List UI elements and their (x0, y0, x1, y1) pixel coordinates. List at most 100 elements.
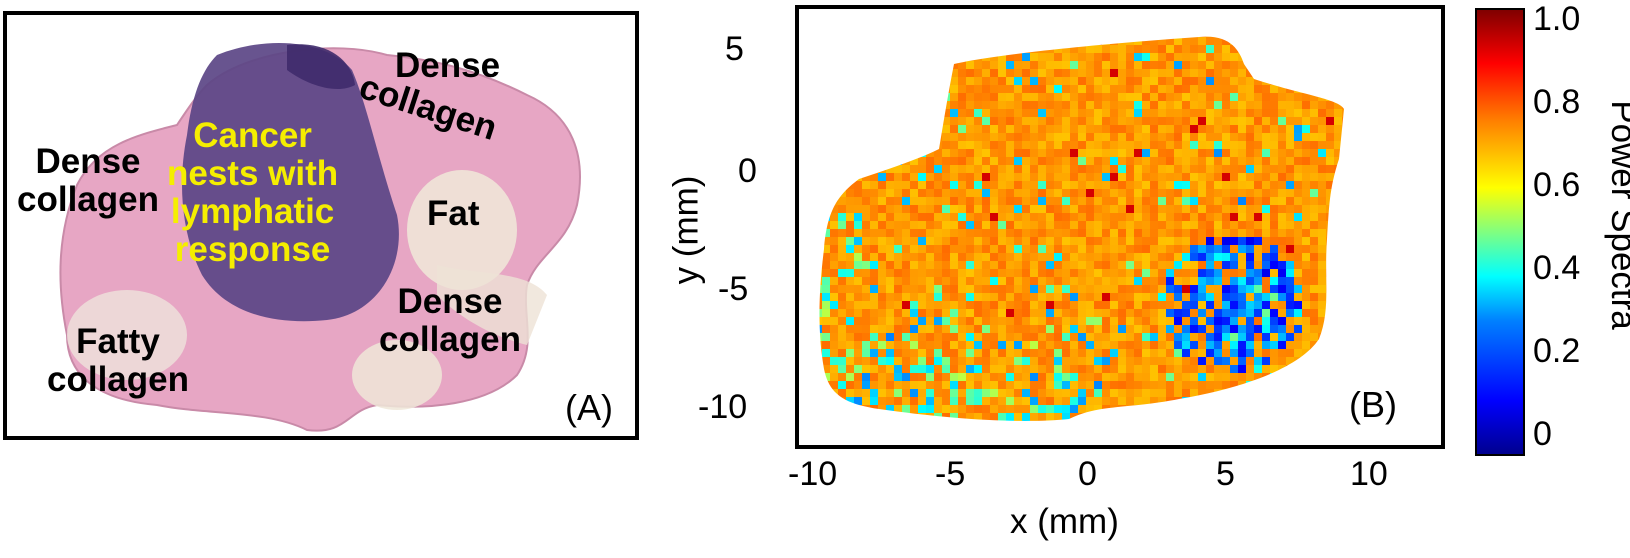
heatmap-cell (1166, 213, 1174, 221)
heatmap-cell (894, 421, 902, 429)
heatmap-cell (1118, 53, 1126, 61)
heatmap-cell (894, 301, 902, 309)
heatmap-cell (1134, 93, 1142, 101)
heatmap-cell (838, 93, 846, 101)
heatmap-cell (1262, 221, 1270, 229)
heatmap-cell (870, 85, 878, 93)
heatmap-cell (918, 77, 926, 85)
heatmap-cell (1070, 221, 1078, 229)
heatmap-cell (1110, 397, 1118, 405)
heatmap-cell (950, 173, 958, 181)
heatmap-cell (838, 173, 846, 181)
heatmap-cell (1190, 101, 1198, 109)
heatmap-cell (894, 36, 902, 37)
heatmap-cell (1334, 213, 1342, 221)
heatmap-cell (1046, 141, 1054, 149)
heatmap-cell (1070, 149, 1078, 157)
heatmap-cell (822, 397, 830, 405)
heatmap-cell (990, 61, 998, 69)
heatmap-cell (1062, 285, 1070, 293)
heatmap-cell (1118, 93, 1126, 101)
heatmap-cell (1102, 165, 1110, 173)
heatmap-cell (918, 53, 926, 61)
heatmap-cell (950, 349, 958, 357)
heatmap-cell (1038, 349, 1046, 357)
heatmap-cell (1022, 213, 1030, 221)
heatmap-cell (1334, 245, 1342, 253)
heatmap-cell (1222, 61, 1230, 69)
heatmap-cell (1142, 421, 1150, 429)
heatmap-cell (1190, 77, 1198, 85)
heatmap-cell (1214, 301, 1222, 309)
heatmap-cell (1118, 333, 1126, 341)
heatmap-cell (854, 157, 862, 165)
heatmap-cell (1134, 125, 1142, 133)
heatmap-cell (1134, 133, 1142, 141)
heatmap-cell (934, 269, 942, 277)
heatmap-cell (958, 269, 966, 277)
heatmap-cell (1302, 61, 1310, 69)
heatmap-cell (998, 389, 1006, 397)
heatmap-cell (918, 36, 926, 37)
heatmap-cell (982, 341, 990, 349)
heatmap-cell (822, 53, 830, 61)
heatmap-cell (1150, 317, 1158, 325)
heatmap-cell (1070, 77, 1078, 85)
heatmap-cell (1302, 181, 1310, 189)
heatmap-cell (1254, 245, 1262, 253)
heatmap-cell (1262, 101, 1270, 109)
heatmap-cell (1166, 36, 1174, 37)
heatmap-cell (1294, 293, 1302, 301)
heatmap-cell (1118, 317, 1126, 325)
heatmap-cell (966, 333, 974, 341)
heatmap-cell (1342, 69, 1344, 77)
heatmap-cell (1230, 173, 1238, 181)
heatmap-cell (1310, 85, 1318, 93)
heatmap-cell (1190, 309, 1198, 317)
heatmap-cell (1070, 373, 1078, 381)
heatmap-cell (1134, 37, 1142, 45)
heatmap-cell (1326, 69, 1334, 77)
heatmap-cell (854, 325, 862, 333)
heatmap-cell (958, 165, 966, 173)
heatmap-cell (1278, 125, 1286, 133)
heatmap-cell (1302, 413, 1310, 421)
heatmap-cell (1046, 389, 1054, 397)
heatmap-cell (1350, 133, 1358, 141)
heatmap-cell (1278, 261, 1286, 269)
heatmap-cell (870, 357, 878, 365)
heatmap-cell (819, 45, 822, 53)
heatmap-cell (1078, 301, 1086, 309)
heatmap-cell (1166, 157, 1174, 165)
heatmap-cell (1238, 381, 1246, 389)
heatmap-cell (822, 101, 830, 109)
heatmap-cell (1182, 285, 1190, 293)
heatmap-cell (1254, 325, 1262, 333)
heatmap-cell (1182, 213, 1190, 221)
heatmap-cell (1174, 229, 1182, 237)
heatmap-cell (1046, 61, 1054, 69)
heatmap-cell (910, 317, 918, 325)
heatmap-cell (819, 69, 822, 77)
heatmap-cell (1110, 317, 1118, 325)
heatmap-cell (1110, 301, 1118, 309)
heatmap-cell (990, 381, 998, 389)
heatmap-cell (1262, 157, 1270, 165)
heatmap-cell (878, 261, 886, 269)
heatmap-cell (1030, 125, 1038, 133)
heatmap-cell (1102, 397, 1110, 405)
heatmap-cell (1294, 397, 1302, 405)
heatmap-cell (838, 117, 846, 125)
heatmap-cell (894, 61, 902, 69)
heatmap-cell (1166, 45, 1174, 53)
heatmap-cell (1142, 189, 1150, 197)
heatmap-cell (819, 101, 822, 109)
heatmap-cell (1046, 397, 1054, 405)
heatmap-cell (1174, 93, 1182, 101)
heatmap-cell (1278, 85, 1286, 93)
heatmap-cell (862, 341, 870, 349)
heatmap-cell (1110, 173, 1118, 181)
heatmap-cell (1294, 333, 1302, 341)
heatmap-cell (1190, 381, 1198, 389)
heatmap-cell (1302, 325, 1310, 333)
